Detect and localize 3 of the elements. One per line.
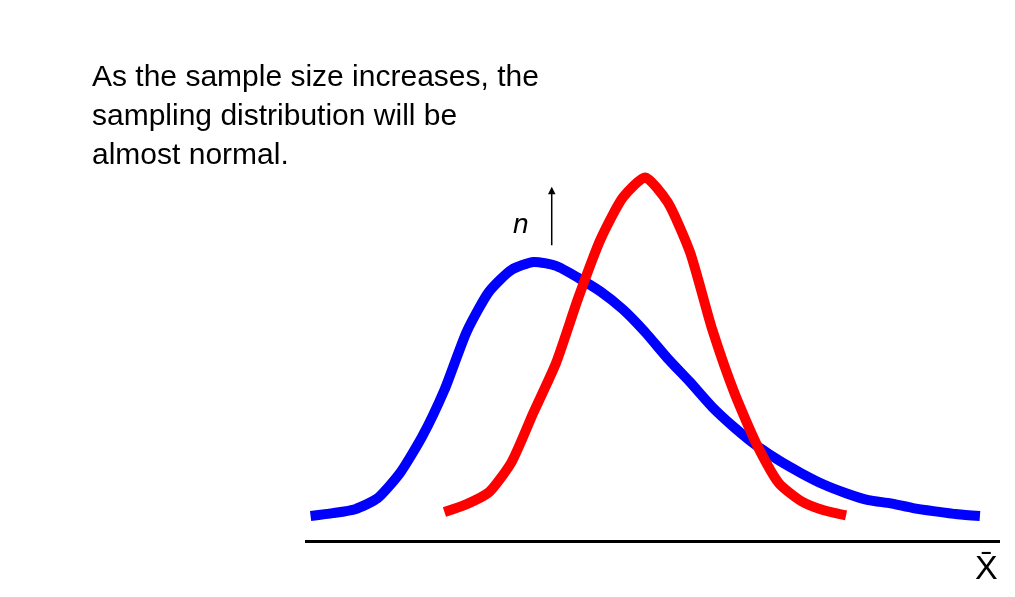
annotation: n [513, 208, 529, 239]
chart-title: As the sample size increases, the sampling distribution will be almost normal. [92, 59, 539, 170]
x-axis-title: X̄ [975, 548, 998, 586]
